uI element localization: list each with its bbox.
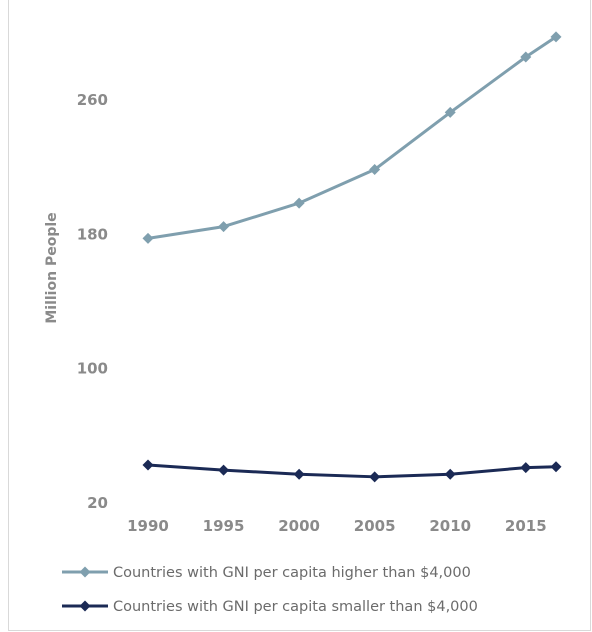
y-tick-label: 20 bbox=[87, 494, 108, 512]
legend-label-1: Countries with GNI per capita higher tha… bbox=[113, 565, 471, 581]
legend: Countries with GNI per capita higher tha… bbox=[62, 565, 478, 615]
x-tick-label: 1995 bbox=[203, 517, 245, 535]
legend-label-2: Countries with GNI per capita smaller th… bbox=[113, 599, 478, 615]
data-point-marker bbox=[293, 468, 305, 480]
legend-marker-2 bbox=[79, 600, 91, 612]
data-point-marker bbox=[369, 471, 381, 483]
data-point-marker bbox=[550, 461, 562, 473]
data-point-marker bbox=[520, 462, 532, 474]
x-tick-label: 2015 bbox=[505, 517, 547, 535]
data-point-marker bbox=[142, 232, 154, 244]
data-point-marker bbox=[218, 221, 230, 233]
data-point-marker bbox=[444, 106, 456, 118]
series-line-2 bbox=[146, 463, 558, 479]
series-lines bbox=[142, 31, 562, 483]
series-line-1 bbox=[146, 35, 558, 240]
data-point-marker bbox=[142, 459, 154, 471]
data-point-marker bbox=[293, 197, 305, 209]
chart-frame bbox=[8, 0, 591, 631]
data-point-marker bbox=[520, 51, 532, 63]
y-tick-label: 260 bbox=[77, 91, 108, 109]
axes: 20 100 180 260 1990 1995 2000 2005 2010 2015 Milli… bbox=[44, 91, 547, 535]
legend-marker-1 bbox=[79, 566, 91, 578]
x-tick-label: 1990 bbox=[127, 517, 169, 535]
y-axis-label: Million People bbox=[44, 212, 60, 323]
y-tick-label: 100 bbox=[77, 360, 108, 378]
x-tick-label: 2000 bbox=[278, 517, 320, 535]
data-point-marker bbox=[218, 464, 230, 476]
x-tick-label: 2010 bbox=[429, 517, 471, 535]
y-tick-label: 180 bbox=[77, 225, 108, 243]
data-point-marker bbox=[369, 164, 381, 176]
data-point-marker bbox=[444, 468, 456, 480]
x-tick-label: 2005 bbox=[354, 517, 396, 535]
data-point-marker bbox=[550, 31, 562, 43]
